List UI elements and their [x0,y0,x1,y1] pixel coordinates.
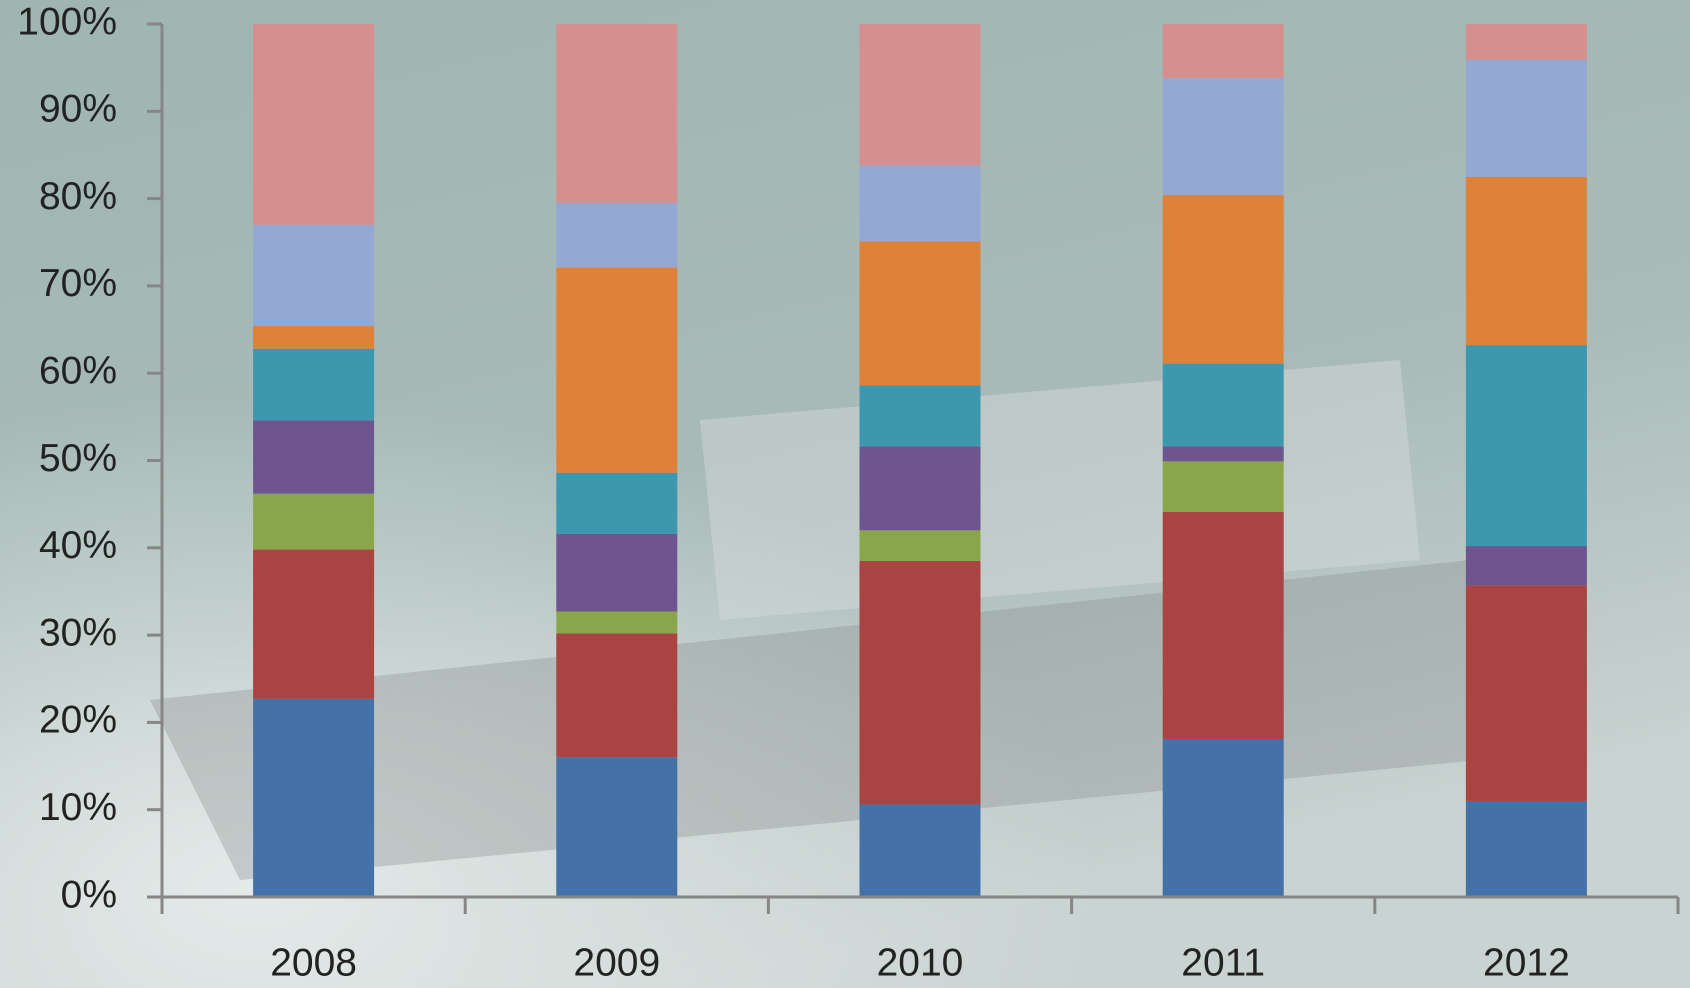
bar-segment [859,165,981,242]
bar-segment [556,611,678,634]
bar-segment [859,24,981,166]
x-tick-label: 2012 [1483,941,1570,984]
bar-segment [1465,546,1587,586]
bar-segment [253,698,375,897]
y-tick-label: 40% [39,524,117,567]
bar-segment [1162,461,1284,513]
bar-segment [859,804,981,897]
bar-segment [859,530,981,561]
bar-segment [1162,738,1284,897]
bar-segment [859,446,981,531]
bar-segment [253,224,375,327]
x-tick-label: 2011 [1181,941,1265,984]
y-tick-label: 10% [39,786,117,829]
bar-segment [1465,800,1587,897]
bar-segment [1162,78,1284,196]
bar-segment [859,241,981,386]
bar-segment [1465,345,1587,547]
y-tick-label: 0% [61,873,117,916]
bar-segment [253,420,375,494]
bar-segment [556,633,678,758]
bar-segment [1162,195,1284,364]
x-tick-label: 2008 [270,941,357,984]
bar-segment [1162,512,1284,739]
plot-area: 2008 2009 2010 2011 2012 0% 10% 20% 30% 40% 50% 60%… [17,0,1680,984]
bar-segment [253,549,375,699]
bar-segment [556,267,678,473]
y-tick-label: 20% [39,699,117,742]
y-tick-label: 60% [39,349,117,392]
bar-segment [1162,363,1284,447]
y-tick-label: 80% [39,175,117,218]
y-tick-label: 30% [39,611,117,654]
y-tick-label: 100% [17,0,117,43]
bar-segment [253,326,375,349]
bar-segment [1465,24,1587,60]
y-tick-label: 90% [39,88,117,131]
bar-segment [1465,176,1587,346]
bar-segment [1162,24,1284,79]
bar-segment [556,472,678,534]
x-tick-label: 2010 [877,941,964,984]
bar-segment [556,24,678,203]
bar-segment [859,560,981,805]
bar-segment [1465,585,1587,801]
x-tick-label: 2009 [573,941,660,984]
bar-segment [859,385,981,447]
bar-segment [1465,59,1587,177]
bar-segment [556,533,678,612]
bar-segment [253,348,375,421]
y-tick-label: 50% [39,437,117,480]
bar-segment [253,493,375,550]
y-tick-label: 70% [39,262,117,305]
bar-segment [1162,446,1284,462]
background-ship-hull [150,560,1480,880]
bar-segment [556,757,678,897]
bar-segment [556,202,678,268]
bar-segment [253,24,375,225]
